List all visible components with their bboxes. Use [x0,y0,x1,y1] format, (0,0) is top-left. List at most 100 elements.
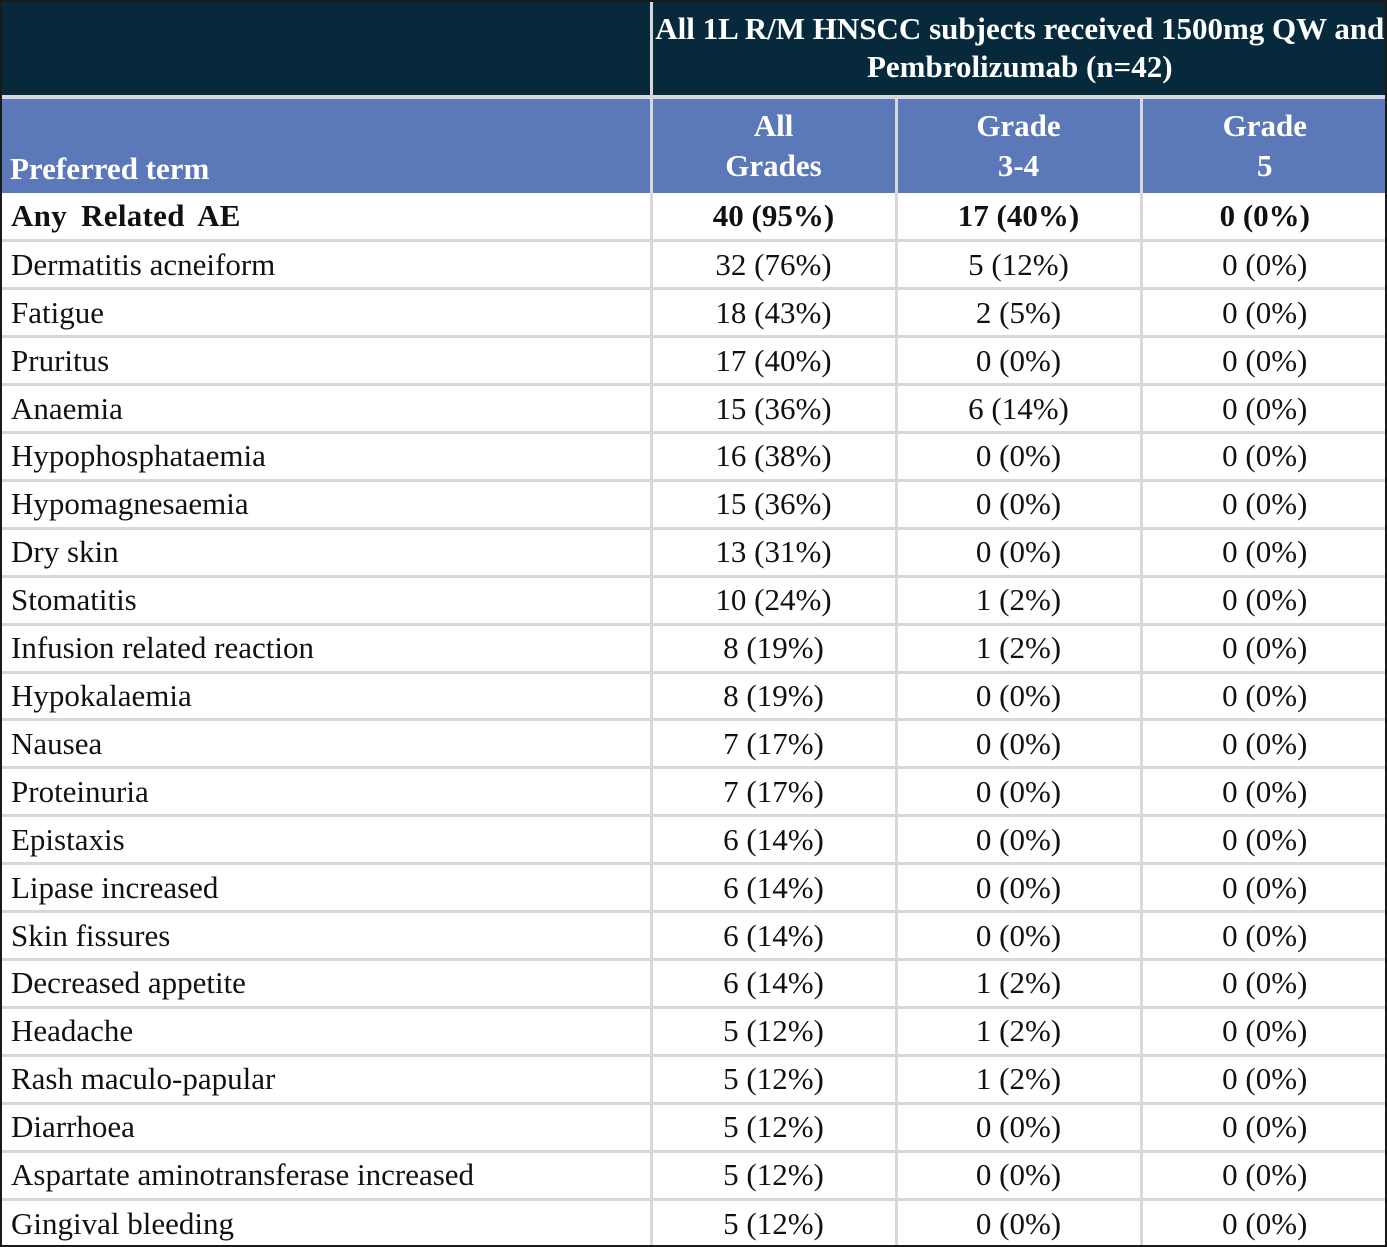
cell-grade-5: 0 (0%) [1139,1149,1387,1200]
cell-all-grades: 6 (14%) [649,862,896,912]
column-header-all-grades-line-1: All [753,108,794,143]
cell-preferred-term: Hypophosphataemia [0,431,651,481]
table-row: Diarrhoea 5 (12%) 0 (0%) 0 (0%) [0,1101,1387,1152]
cell-grade-5: 0 (0%) [1139,1053,1387,1104]
cell-grade-5: 0 (0%) [1139,383,1387,433]
cell-grade-5: 0 (0%) [1139,814,1387,864]
column-header-grade-5-line-1: Grade [1222,108,1307,143]
cell-all-grades: 8 (19%) [649,670,896,720]
column-header-preferred-term: Preferred term [0,97,651,193]
cell-grade-5: 0 (0%) [1139,622,1387,673]
column-header-row: Preferred term All Grades Grade 3-4 Grad… [0,97,1387,193]
group-header-line-2: 1500mg QW and Pembrolizumab (n=42) [866,10,1385,84]
cell-all-grades: 6 (14%) [649,958,896,1008]
group-header-line-1: All 1L R/M HNSCC subjects received [655,10,1154,46]
cell-all-grades: 5 (12%) [649,1101,896,1152]
cell-grade-3-4: 0 (0%) [894,718,1141,768]
cell-grade-3-4: 1 (2%) [894,622,1141,673]
table-row: Fatigue 18 (43%) 2 (5%) 0 (0%) [0,287,1387,337]
cell-grade-3-4: 1 (2%) [894,958,1141,1008]
group-header-row: All 1L R/M HNSCC subjects received 1500m… [0,0,1387,99]
group-header-cell: All 1L R/M HNSCC subjects received 1500m… [651,0,1387,99]
cell-preferred-term: Pruritus [0,335,651,385]
table-body: Any Related AE 40 (95%) 17 (40%) 0 (0%) … [0,193,1387,1247]
cell-preferred-term: Stomatitis [0,574,651,625]
cell-all-grades: 10 (24%) [649,574,896,625]
cell-all-grades: 5 (12%) [649,1005,896,1056]
table-row: Pruritus 17 (40%) 0 (0%) 0 (0%) [0,335,1387,385]
column-header-grade-5: Grade 5 [1139,97,1387,193]
table-row: Epistaxis 6 (14%) 0 (0%) 0 (0%) [0,814,1387,864]
table-row: Proteinuria 7 (17%) 0 (0%) 0 (0%) [0,766,1387,816]
column-header-grade-3-4-line-1: Grade [976,108,1061,143]
cell-all-grades: 5 (12%) [649,1197,896,1247]
cell-grade-5: 0 (0%) [1139,1197,1387,1247]
cell-grade-5: 0 (0%) [1139,193,1387,241]
table-row: Anaemia 15 (36%) 6 (14%) 0 (0%) [0,383,1387,433]
cell-preferred-term: Gingival bleeding [0,1197,651,1247]
cell-preferred-term: Dermatitis acneiform [0,239,651,289]
column-header-all-grades-line-2: Grades [725,148,822,183]
cell-all-grades: 8 (19%) [649,622,896,673]
cell-grade-5: 0 (0%) [1139,287,1387,337]
cell-grade-5: 0 (0%) [1139,574,1387,625]
cell-grade-3-4: 0 (0%) [894,670,1141,720]
cell-grade-3-4: 0 (0%) [894,431,1141,481]
table-row: Lipase increased 6 (14%) 0 (0%) 0 (0%) [0,862,1387,912]
cell-grade-5: 0 (0%) [1139,766,1387,816]
cell-all-grades: 6 (14%) [649,910,896,960]
cell-preferred-term: Diarrhoea [0,1101,651,1152]
cell-grade-3-4: 0 (0%) [894,1149,1141,1200]
cell-grade-3-4: 0 (0%) [894,814,1141,864]
cell-preferred-term: Nausea [0,718,651,768]
cell-all-grades: 32 (76%) [649,239,896,289]
table-row: Aspartate aminotransferase increased 5 (… [0,1149,1387,1200]
table-row: Hypophosphataemia 16 (38%) 0 (0%) 0 (0%) [0,431,1387,481]
cell-preferred-term: Hypokalaemia [0,670,651,720]
table-row: Skin fissures 6 (14%) 0 (0%) 0 (0%) [0,910,1387,960]
cell-grade-5: 0 (0%) [1139,910,1387,960]
column-header-grade-3-4-line-2: 3-4 [997,148,1040,183]
cell-preferred-term: Fatigue [0,287,651,337]
cell-preferred-term: Rash maculo-papular [0,1053,651,1104]
cell-grade-3-4: 0 (0%) [894,478,1141,529]
cell-grade-3-4: 1 (2%) [894,1005,1141,1056]
cell-all-grades: 15 (36%) [649,478,896,529]
cell-grade-3-4: 0 (0%) [894,766,1141,816]
cell-preferred-term: Dry skin [0,526,651,577]
cell-preferred-term: Skin fissures [0,910,651,960]
column-header-grade-5-line-2: 5 [1257,148,1273,183]
cell-grade-3-4: 17 (40%) [894,193,1141,241]
column-header-grade-3-4: Grade 3-4 [894,97,1141,193]
cell-grade-3-4: 1 (2%) [894,1053,1141,1104]
cell-grade-3-4: 6 (14%) [894,383,1141,433]
table-row: Gingival bleeding 5 (12%) 0 (0%) 0 (0%) [0,1197,1387,1247]
cell-all-grades: 7 (17%) [649,718,896,768]
cell-grade-5: 0 (0%) [1139,718,1387,768]
cell-all-grades: 15 (36%) [649,383,896,433]
table-row: Nausea 7 (17%) 0 (0%) 0 (0%) [0,718,1387,768]
cell-all-grades: 18 (43%) [649,287,896,337]
cell-grade-5: 0 (0%) [1139,478,1387,529]
cell-grade-3-4: 0 (0%) [894,1197,1141,1247]
cell-preferred-term: Headache [0,1005,651,1056]
cell-grade-5: 0 (0%) [1139,1101,1387,1152]
cell-preferred-term: Hypomagnesaemia [0,478,651,529]
cell-preferred-term: Infusion related reaction [0,622,651,673]
cell-preferred-term: Proteinuria [0,766,651,816]
cell-grade-3-4: 1 (2%) [894,574,1141,625]
table-row: Infusion related reaction 8 (19%) 1 (2%)… [0,622,1387,673]
cell-all-grades: 7 (17%) [649,766,896,816]
table-row: Dermatitis acneiform 32 (76%) 5 (12%) 0 … [0,239,1387,289]
table-row: Hypokalaemia 8 (19%) 0 (0%) 0 (0%) [0,670,1387,720]
cell-grade-5: 0 (0%) [1139,958,1387,1008]
cell-all-grades: 17 (40%) [649,335,896,385]
cell-grade-5: 0 (0%) [1139,526,1387,577]
cell-all-grades: 40 (95%) [649,193,896,241]
cell-grade-5: 0 (0%) [1139,862,1387,912]
cell-preferred-term: Epistaxis [0,814,651,864]
cell-preferred-term: Any Related AE [11,198,241,234]
cell-grade-3-4: 0 (0%) [894,526,1141,577]
column-header-all-grades: All Grades [649,97,896,193]
